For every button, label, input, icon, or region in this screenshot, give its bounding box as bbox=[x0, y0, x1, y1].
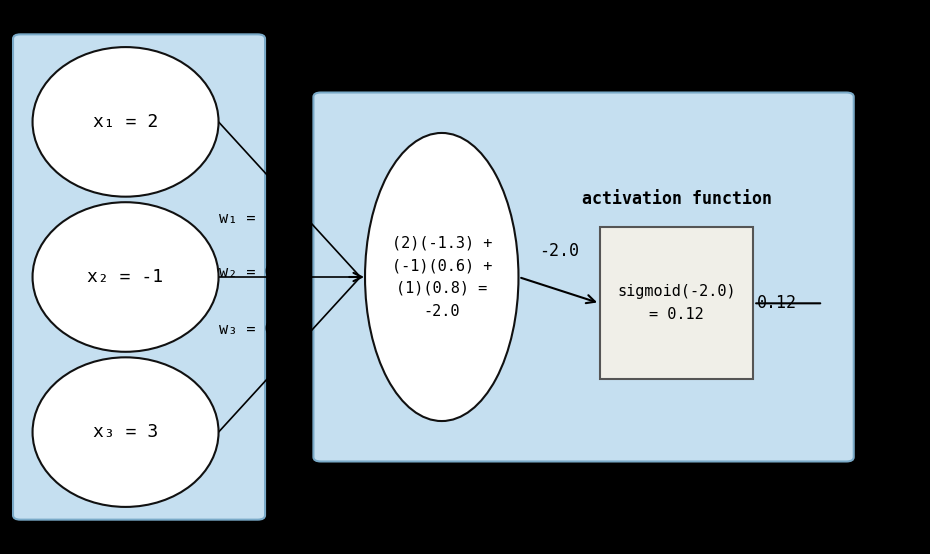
Ellipse shape bbox=[33, 357, 219, 507]
FancyBboxPatch shape bbox=[600, 227, 753, 379]
Text: activation function: activation function bbox=[581, 190, 772, 208]
Text: 0.12: 0.12 bbox=[756, 294, 797, 312]
Ellipse shape bbox=[33, 47, 219, 197]
Text: -2.0: -2.0 bbox=[539, 243, 579, 260]
Text: (2)(-1.3) +
(-1)(0.6) +
(1)(0.8) =
-2.0: (2)(-1.3) + (-1)(0.6) + (1)(0.8) = -2.0 bbox=[392, 235, 492, 319]
Text: x₁ = 2: x₁ = 2 bbox=[93, 113, 158, 131]
Text: w₃ = 0.4: w₃ = 0.4 bbox=[219, 322, 291, 337]
FancyBboxPatch shape bbox=[13, 34, 265, 520]
Text: w₂ = 0.6: w₂ = 0.6 bbox=[219, 265, 291, 280]
FancyBboxPatch shape bbox=[313, 93, 854, 461]
Text: sigmoid(-2.0)
= 0.12: sigmoid(-2.0) = 0.12 bbox=[618, 284, 736, 322]
Text: w₁ = -1.3: w₁ = -1.3 bbox=[219, 211, 300, 227]
Text: x₂ = -1: x₂ = -1 bbox=[87, 268, 164, 286]
Text: x₃ = 3: x₃ = 3 bbox=[93, 423, 158, 441]
Ellipse shape bbox=[33, 202, 219, 352]
Ellipse shape bbox=[365, 133, 518, 421]
